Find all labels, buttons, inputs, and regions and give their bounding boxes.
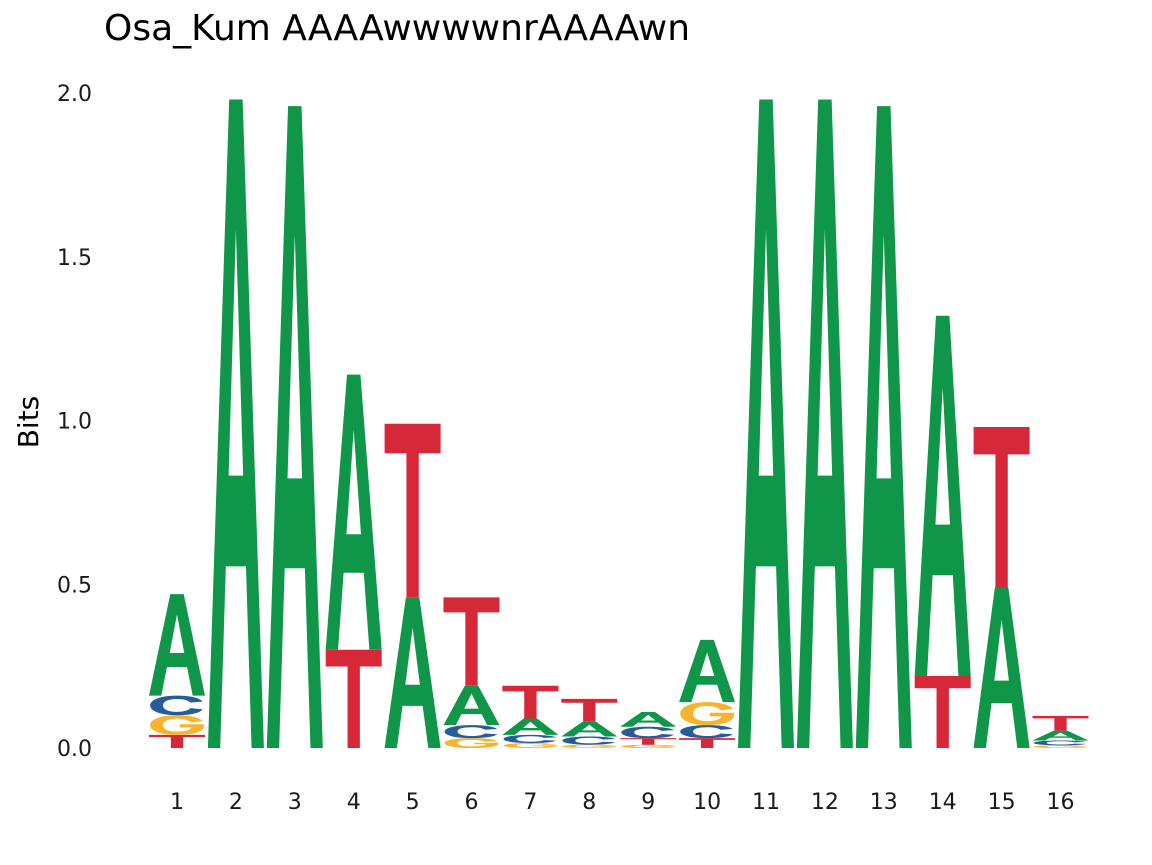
logo-letter-a	[384, 597, 441, 748]
y-tick-label: 1.5	[57, 246, 92, 271]
logo-letter-g	[503, 743, 558, 748]
logo-letter-a	[149, 594, 205, 696]
logo-stack	[502, 685, 559, 748]
logo-letter-t	[149, 734, 205, 748]
logo-letter-c	[503, 734, 557, 744]
chart-title: Osa_Kum AAAAwwwwnrAAAAwn	[104, 8, 691, 49]
logo-letter-a	[325, 374, 382, 650]
logo-letter-t	[561, 698, 618, 722]
logo-letter-a	[973, 587, 1030, 748]
logo-letter-a	[738, 99, 794, 749]
logo-letter-g	[621, 744, 676, 748]
logo-letter-t	[502, 685, 559, 719]
logo-letter-c	[562, 736, 616, 745]
logo-letter-a	[620, 711, 677, 727]
logo-stack	[855, 106, 912, 749]
y-tick-label: 0.5	[57, 573, 92, 598]
logo-letter-t	[679, 738, 736, 748]
x-tick-label: 5	[406, 790, 420, 815]
y-tick-label: 2.0	[57, 82, 92, 107]
logo-stack	[207, 99, 264, 749]
x-tick-label: 6	[465, 790, 479, 815]
logo-letter-a	[855, 106, 912, 749]
x-tick-label: 11	[752, 790, 780, 815]
logo-stack	[738, 99, 794, 749]
logo-letter-t	[384, 423, 441, 598]
x-tick-label: 9	[641, 790, 655, 815]
y-tick-label: 0.0	[57, 737, 92, 762]
logo-stack	[149, 594, 205, 748]
logo-letter-t	[914, 675, 971, 748]
x-tick-label: 3	[288, 790, 302, 815]
logo-letter-a	[266, 106, 323, 749]
logo-letter-a	[207, 99, 264, 749]
logo-letter-c	[444, 725, 498, 739]
logo-letter-g	[1033, 745, 1088, 748]
logo-letter-g	[150, 715, 204, 735]
logo-stacks	[149, 99, 1089, 749]
logo-letter-a	[796, 99, 853, 749]
logo-letter-a	[443, 685, 500, 726]
logo-letter-a	[1032, 730, 1089, 741]
logo-letter-g	[562, 744, 617, 748]
logo-letter-a	[679, 639, 736, 703]
x-tick-label: 13	[870, 790, 898, 815]
y-axis-label: Bits	[12, 396, 45, 449]
logo-stack	[620, 711, 677, 748]
logo-letter-c	[680, 725, 733, 739]
logo-letter-c	[150, 695, 203, 716]
logo-letter-a	[561, 721, 618, 737]
logo-letter-g	[444, 738, 499, 748]
logo-stack	[914, 315, 971, 748]
logo-stack	[796, 99, 853, 749]
x-tick-label: 1	[170, 790, 184, 815]
x-tick-label: 8	[582, 790, 596, 815]
logo-letter-t	[620, 738, 677, 745]
logo-stack	[679, 639, 736, 748]
logo-stack	[325, 374, 382, 748]
x-tick-label: 7	[523, 790, 537, 815]
x-tick-label: 2	[229, 790, 243, 815]
logo-letter-c	[1033, 740, 1087, 746]
logo-stack	[384, 423, 441, 748]
logo-letter-t	[973, 427, 1030, 588]
logo-letter-t	[443, 597, 500, 686]
logo-stack	[443, 597, 500, 748]
x-tick-label: 16	[1047, 790, 1075, 815]
logo-letter-g	[680, 702, 734, 726]
logo-stack	[561, 698, 618, 748]
x-tick-label: 4	[347, 790, 361, 815]
logo-letter-a	[502, 718, 559, 735]
y-tick-label: 1.0	[57, 410, 92, 435]
x-tick-label: 12	[811, 790, 839, 815]
logo-letter-t	[1032, 715, 1089, 731]
logo-stack	[266, 106, 323, 749]
x-tick-label: 15	[988, 790, 1016, 815]
logo-letter-c	[621, 726, 674, 739]
x-tick-label: 14	[929, 790, 957, 815]
y-axis: 0.0 0.5 1.0 1.5 2.0	[57, 82, 92, 762]
x-axis: 1 2 3 4 5 6 7 8 9 10 11 12 13 14 15 16	[170, 790, 1075, 815]
logo-letter-a	[914, 315, 971, 676]
logo-stack	[973, 427, 1030, 748]
logo-letter-t	[325, 649, 382, 748]
x-tick-label: 10	[693, 790, 721, 815]
logo-stack	[1032, 715, 1089, 748]
